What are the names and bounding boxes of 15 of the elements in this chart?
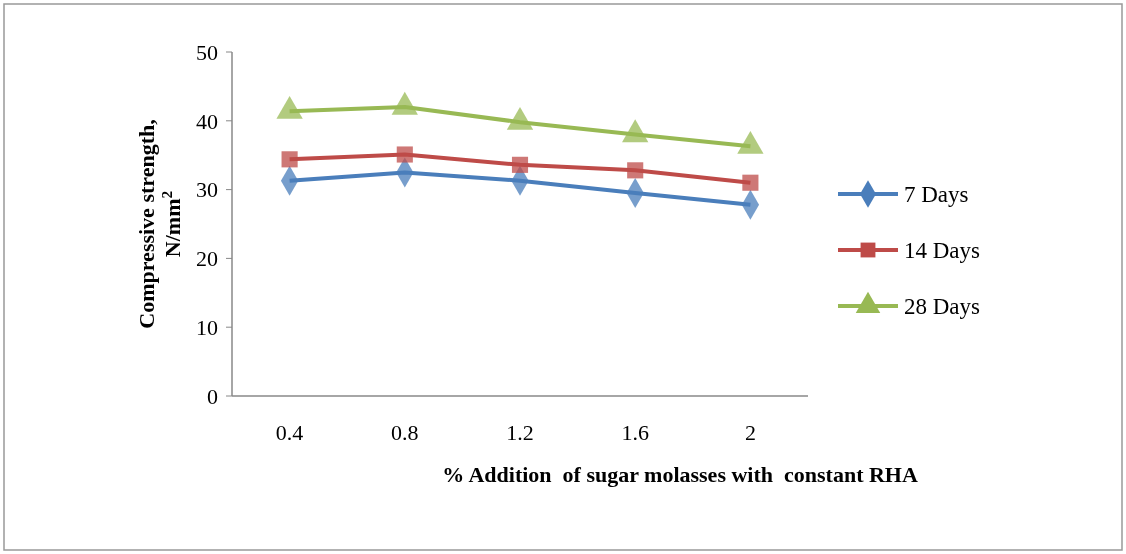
x-tick-label: 2 <box>744 420 756 445</box>
legend-label: 7 Days <box>904 182 969 208</box>
y-tick-label: 40 <box>196 108 218 134</box>
y-tick-label: 0 <box>207 383 218 409</box>
y-tick-label: 10 <box>196 314 218 340</box>
x-tick-label: 0.4 <box>275 420 304 445</box>
y-tick-label: 20 <box>196 246 218 272</box>
x-tick-label: 0.8 <box>391 420 419 445</box>
legend-label: 14 Days <box>904 238 981 264</box>
y-tick-label: 50 <box>196 39 218 65</box>
x-tick-label: 1.2 <box>506 420 534 445</box>
x-axis-title: % Addition of sugar molasses with constant RHA <box>442 462 918 487</box>
y-tick-label: 30 <box>196 177 218 203</box>
x-tick-label: 1.6 <box>621 420 649 445</box>
legend-label: 28 Days <box>904 294 981 320</box>
